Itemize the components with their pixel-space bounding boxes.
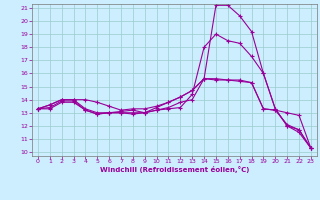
- X-axis label: Windchill (Refroidissement éolien,°C): Windchill (Refroidissement éolien,°C): [100, 166, 249, 173]
